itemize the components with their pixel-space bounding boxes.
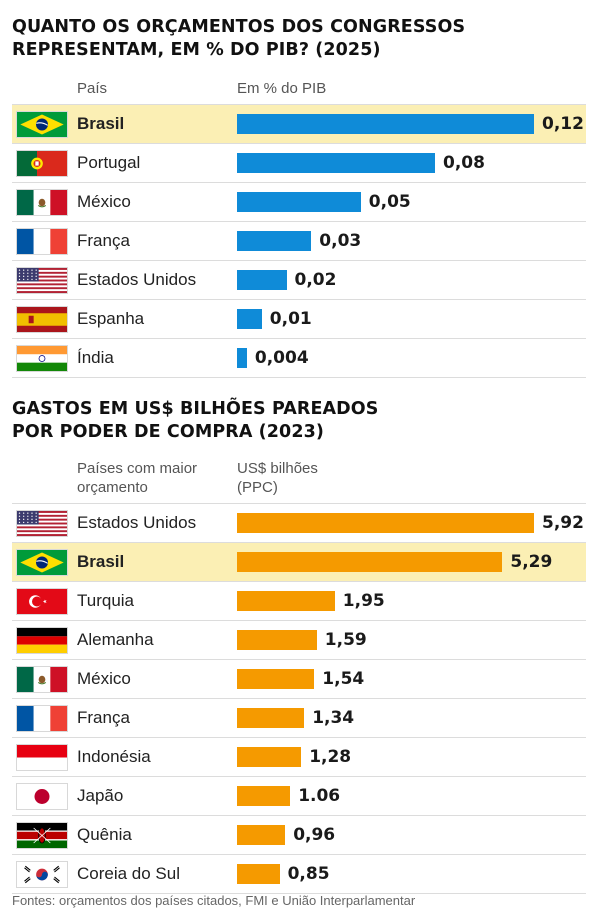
brazil-flag-icon [16,549,68,576]
chart1-bar-brasil [237,114,534,134]
chart1-bar-espanha [237,309,262,329]
chart2-value-label: 1,34 [312,708,355,728]
chart2-bar-turquia [237,591,335,611]
country-label: Brasil [77,552,125,571]
chart2-row-mexico: México 1,54 [12,660,586,699]
country-label: Espanha [77,309,145,328]
country-label: Portugal [77,153,141,172]
chart1-country-header: País [77,80,108,97]
chart2-row-estados-unidos: Estados Unidos 5,92 [12,503,586,543]
turkey-flag-icon [16,588,68,615]
chart2-value-label: 0,85 [287,864,330,884]
country-label: Indonésia [77,747,151,766]
source-note: Fontes: orçamentos dos países citados, F… [12,893,416,908]
india-flag-icon [16,345,68,372]
chart1-value-header: Em % do PIB [237,80,327,97]
chart1-row-estados-unidos: Estados Unidos 0,02 [12,261,586,300]
south-korea-flag-icon [16,861,68,888]
chart2-rows: Estados Unidos 5,92 Brasil 5,29 Turquia 1,95 A… [12,503,586,894]
chart2-row-indonesia: Indonésia 1,28 [12,738,586,777]
chart1-bar-portugal [237,153,435,173]
chart1-bar-mexico [237,192,361,212]
chart1-rows: Brasil 0,12 Portugal 0,08 México 0,05 França 0,… [12,104,586,378]
chart2-value-label: 1,59 [324,630,367,650]
chart2-row-alemanha: Alemanha 1,59 [12,621,586,660]
chart2-bar-coreia-do-sul [237,864,280,884]
chart2-bar-indonesia [237,747,302,767]
japan-flag-icon [16,783,68,810]
chart1-value-label: 0,05 [368,192,411,212]
chart2-value-label: 5,92 [542,513,584,533]
indonesia-flag-icon [16,744,68,771]
chart2-bar-japao [237,786,291,806]
country-label: Índia [77,348,114,367]
chart2-bar-franca [237,708,305,728]
chart2-value-label: 1.06 [298,786,341,806]
chart1-value-label: 0,01 [269,309,312,329]
chart2-row-coreia-do-sul: Coreia do Sul 0,85 [12,855,586,894]
chart1-row-portugal: Portugal 0,08 [12,144,586,183]
kenya-flag-icon [16,822,68,849]
chart2-value-label: 1,28 [309,747,352,767]
chart1-bar-franca [237,231,312,251]
chart2-value-label: 1,54 [322,669,365,689]
chart1-value-label: 0,08 [443,153,485,173]
mexico-flag-icon [16,666,68,693]
chart2-value-label: 5,29 [510,552,553,572]
portugal-flag-icon [16,150,68,177]
country-label: Coreia do Sul [77,864,181,883]
country-label: Quênia [77,825,132,844]
chart2-row-japao: Japão 1.06 [12,777,586,816]
chart2-row-quenia: Quênia 0,96 [12,816,586,855]
chart2-value-label: 1,95 [342,591,385,611]
france-flag-icon [16,705,68,732]
germany-flag-icon [16,627,68,654]
country-label: Brasil [77,114,125,133]
country-label: México [77,192,131,211]
usa-flag-icon [16,267,68,294]
country-label: Estados Unidos [77,513,197,532]
chart2-bar-brasil [237,552,503,572]
chart1-title: QUANTO OS ORÇAMENTOS DOS CONGRESSOS REPR… [12,17,466,60]
chart2-bar-estados-unidos [237,513,534,533]
chart1-value-label: 0,004 [254,348,309,368]
chart1-row-india: Índia 0,004 [12,339,586,378]
france-flag-icon [16,228,68,255]
chart1-row-franca: França 0,03 [12,222,586,261]
chart2-bar-mexico [237,669,315,689]
chart2-row-turquia: Turquia 1,95 [12,582,586,621]
chart1-bar-estados-unidos [237,270,287,290]
country-label: França [77,231,130,250]
country-label: França [77,708,130,727]
chart1-row-mexico: México 0,05 [12,183,586,222]
chart1-bar-india [237,348,247,368]
chart2-value-label: 0,96 [293,825,336,845]
chart2-title: GASTOS EM US$ BILHÕES PAREADOS POR PODER… [12,399,379,442]
chart2-country-header: Países com maior orçamento [77,460,198,496]
mexico-flag-icon [16,189,68,216]
chart2-row-brasil: Brasil 5,29 [12,543,586,582]
chart1-value-label: 0,02 [294,270,337,290]
country-label: Alemanha [77,630,154,649]
chart2-bar-alemanha [237,630,317,650]
usa-flag-icon [16,510,68,537]
spain-flag-icon [16,306,68,333]
chart1-value-label: 0,03 [319,231,362,251]
country-label: Turquia [77,591,135,610]
chart2-value-header: US$ bilhões (PPC) [237,460,318,496]
chart1-row-brasil: Brasil 0,12 [12,104,586,144]
chart2-row-franca: França 1,34 [12,699,586,738]
chart2-bar-quenia [237,825,286,845]
country-label: Japão [77,786,124,805]
chart1-row-espanha: Espanha 0,01 [12,300,586,339]
brazil-flag-icon [16,111,68,138]
country-label: México [77,669,131,688]
chart1-value-label: 0,12 [542,114,584,134]
country-label: Estados Unidos [77,270,197,289]
